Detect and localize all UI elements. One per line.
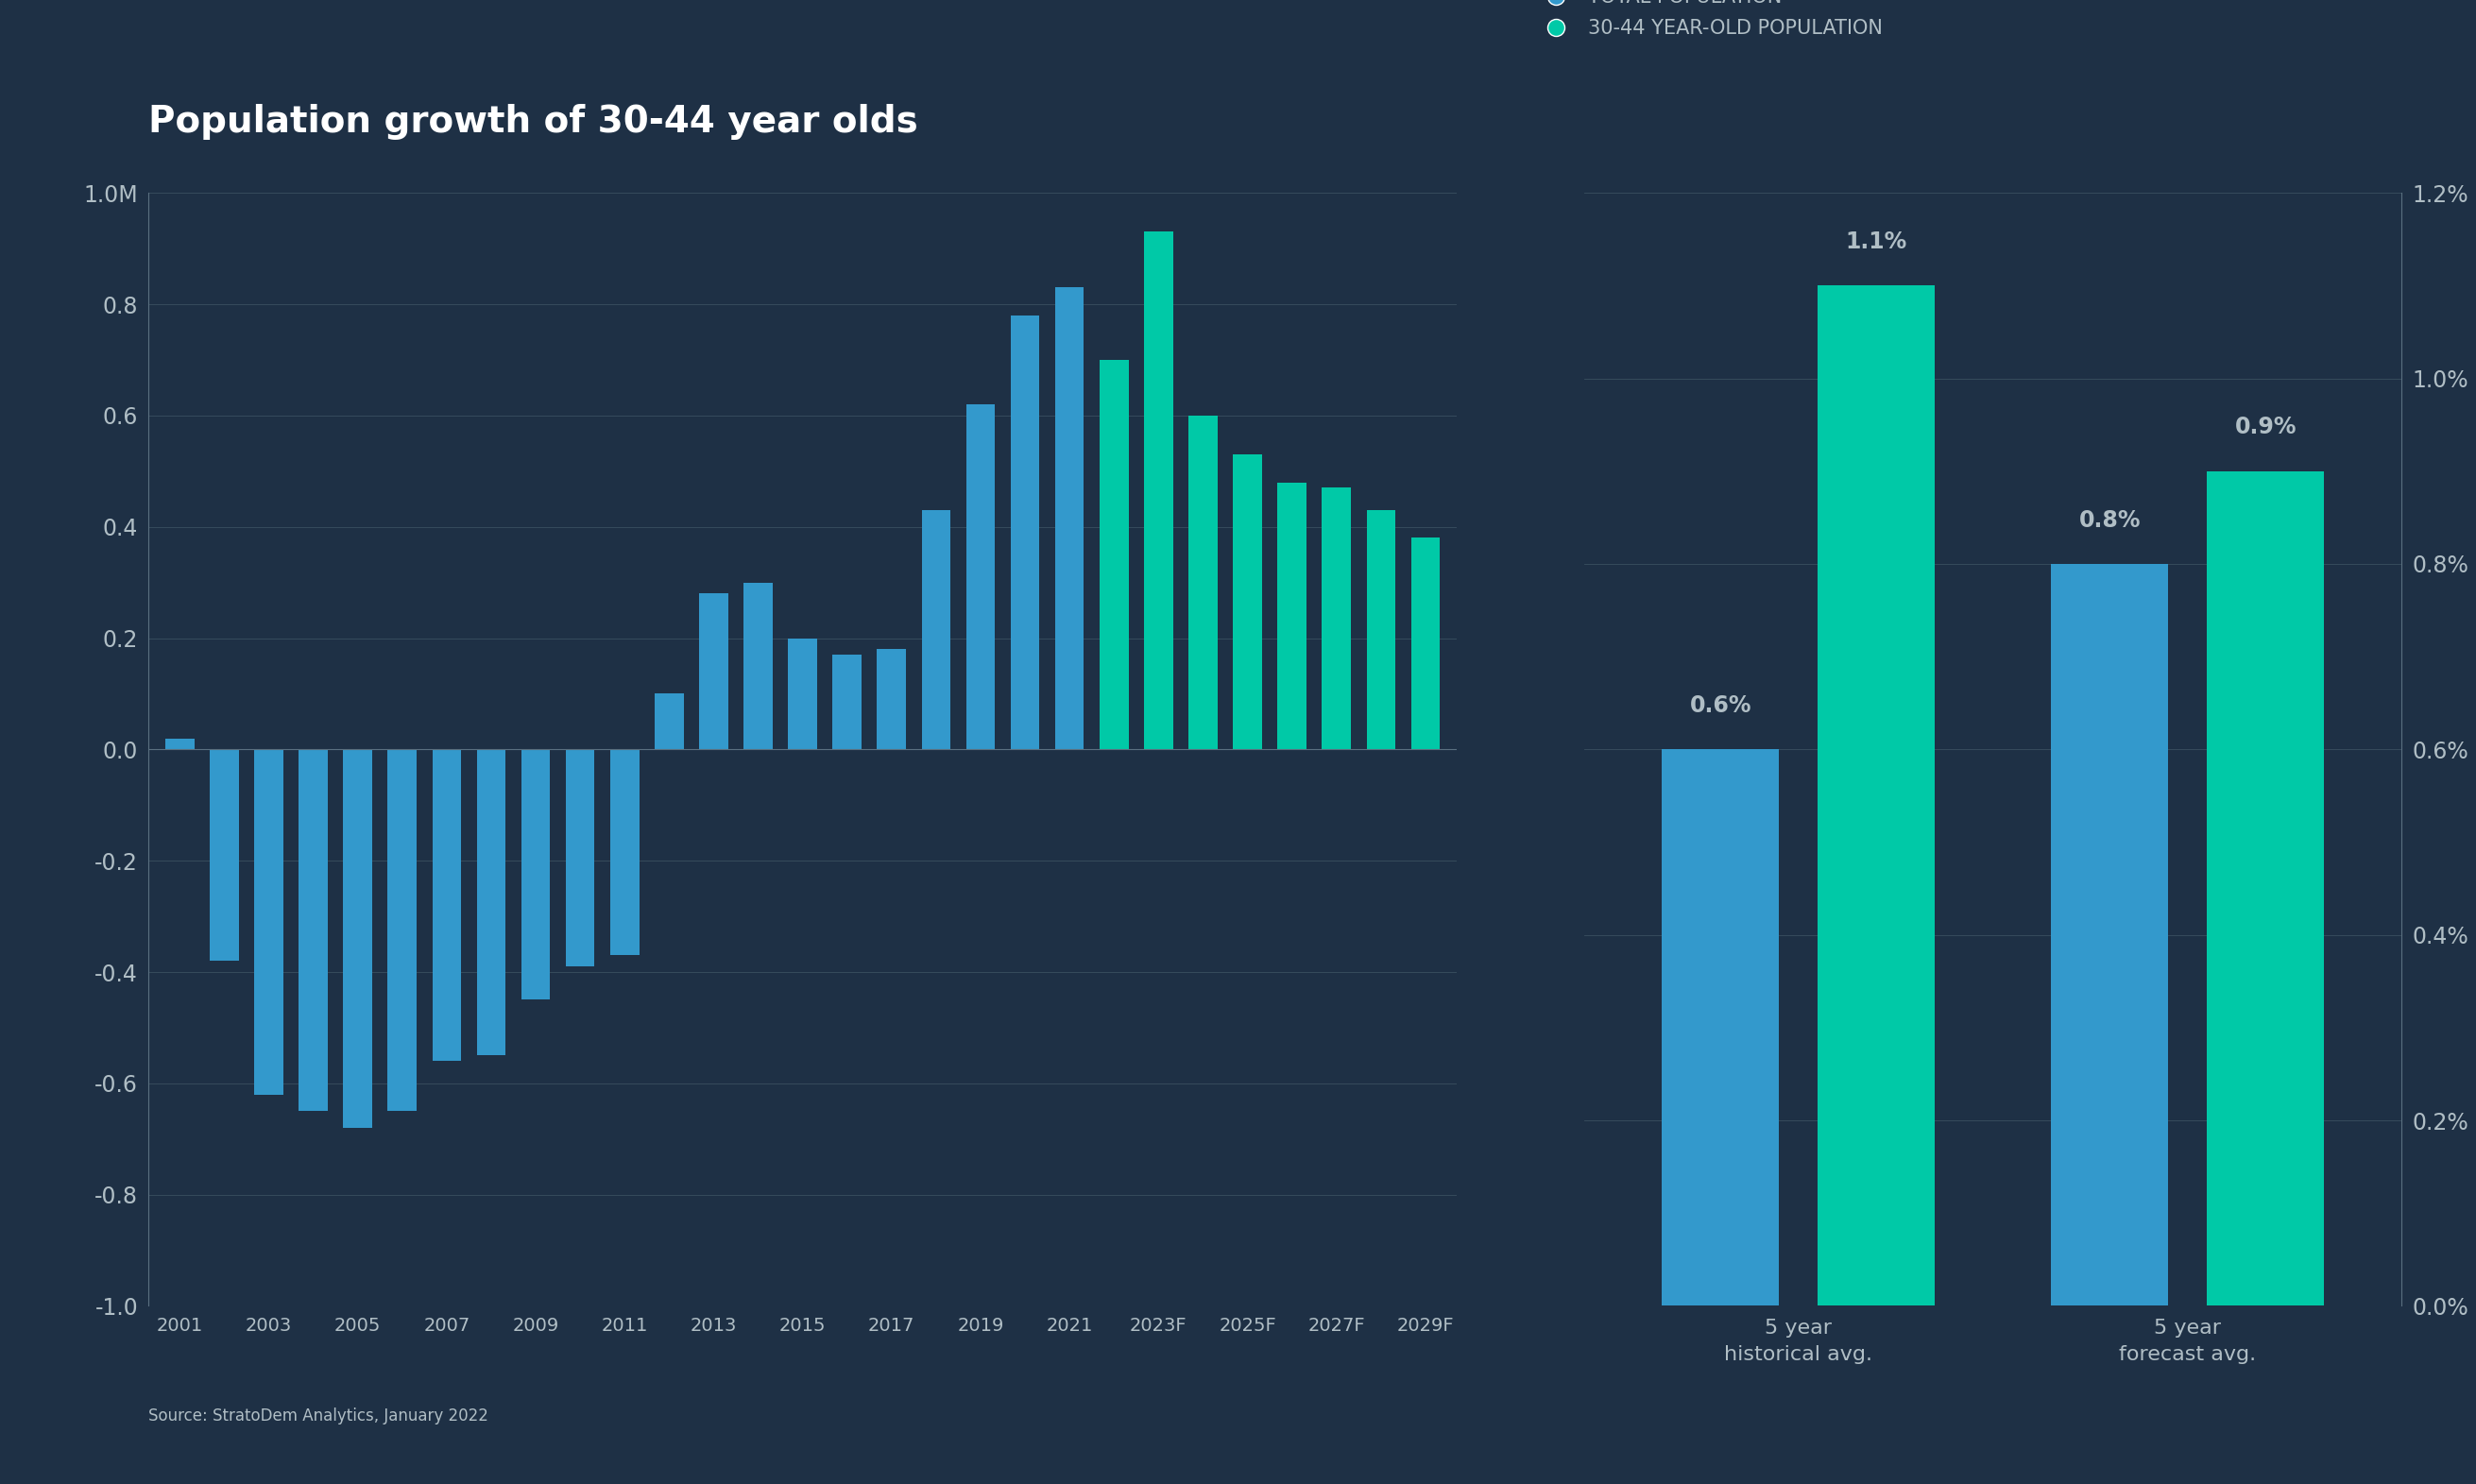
Bar bbox=[389, 749, 416, 1112]
Bar bbox=[743, 583, 773, 749]
Bar bbox=[1010, 316, 1040, 749]
Bar bbox=[1144, 232, 1174, 749]
Bar bbox=[966, 405, 995, 749]
Text: Source: StratoDem Analytics, January 2022: Source: StratoDem Analytics, January 202… bbox=[149, 1408, 488, 1425]
Bar bbox=[1099, 361, 1129, 749]
Text: Population growth of 30-44 year olds: Population growth of 30-44 year olds bbox=[149, 104, 919, 139]
Bar bbox=[1367, 510, 1396, 749]
Bar bbox=[1278, 482, 1307, 749]
Bar bbox=[166, 739, 193, 749]
Bar bbox=[1188, 416, 1218, 749]
Bar bbox=[1817, 286, 1934, 1306]
Bar bbox=[210, 749, 238, 962]
Bar bbox=[478, 749, 505, 1055]
Bar bbox=[565, 749, 594, 966]
Bar bbox=[654, 695, 683, 749]
Bar bbox=[1661, 749, 1778, 1306]
Text: 1.1%: 1.1% bbox=[1845, 230, 1907, 254]
Bar bbox=[787, 638, 817, 749]
Bar bbox=[433, 749, 461, 1061]
Bar bbox=[255, 749, 282, 1095]
Bar bbox=[2050, 564, 2169, 1306]
Bar bbox=[698, 594, 728, 749]
Bar bbox=[300, 749, 327, 1112]
Bar bbox=[344, 749, 371, 1128]
Bar bbox=[921, 510, 951, 749]
Bar bbox=[1322, 488, 1352, 749]
Bar bbox=[609, 749, 639, 956]
Text: 0.6%: 0.6% bbox=[1689, 695, 1751, 717]
Legend: TOTAL POPULATION, 30-44 YEAR-OLD POPULATION: TOTAL POPULATION, 30-44 YEAR-OLD POPULAT… bbox=[1528, 0, 1889, 46]
Bar bbox=[1411, 539, 1441, 749]
Text: 0.9%: 0.9% bbox=[2233, 416, 2295, 439]
Text: 0.8%: 0.8% bbox=[2080, 509, 2142, 531]
Bar bbox=[877, 650, 906, 749]
Bar bbox=[1233, 454, 1263, 749]
Bar bbox=[832, 654, 862, 749]
Bar bbox=[520, 749, 550, 1000]
Bar bbox=[2206, 472, 2325, 1306]
Bar bbox=[1055, 288, 1084, 749]
